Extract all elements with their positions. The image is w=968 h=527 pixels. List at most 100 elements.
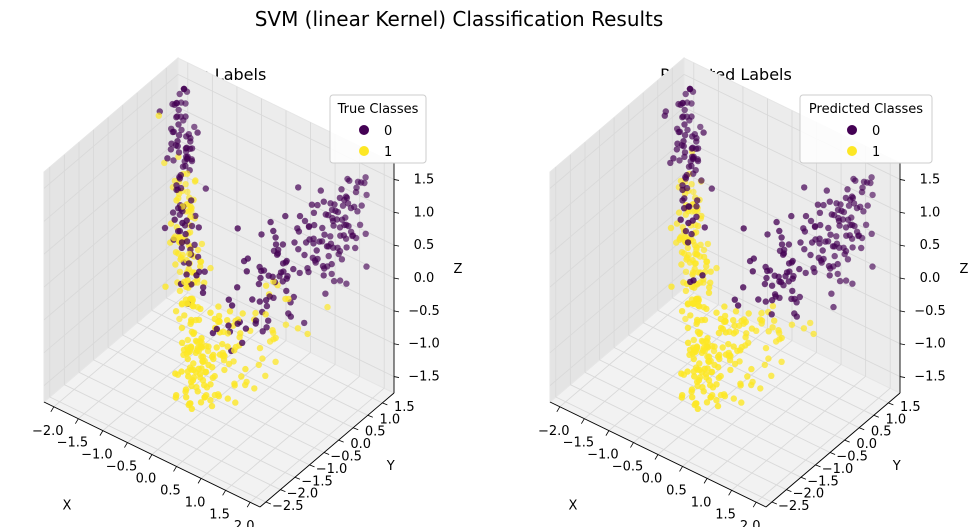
data-point-class-0 <box>228 302 236 309</box>
data-point-class-0 <box>681 106 688 114</box>
x-tick-label: 1.0 <box>185 495 206 510</box>
data-point-class-0 <box>161 224 169 232</box>
legend-box <box>799 94 933 164</box>
z-tick-label: −1.5 <box>408 370 440 385</box>
z-tick-mark <box>393 179 400 181</box>
x-tick-mark <box>605 430 610 436</box>
data-point-class-1 <box>745 310 752 317</box>
data-point-class-0 <box>191 123 198 131</box>
data-point-class-0 <box>841 250 848 258</box>
z-tick-label: −1.0 <box>914 337 946 352</box>
data-point-class-0 <box>825 262 833 270</box>
y-tick-mark <box>800 476 807 480</box>
data-point-class-0 <box>257 274 264 282</box>
grid-line <box>78 371 296 478</box>
data-point-class-0 <box>868 174 875 181</box>
data-point-class-1 <box>696 374 704 381</box>
x-tick-mark <box>197 478 202 484</box>
data-point-class-1 <box>199 358 207 366</box>
data-point-class-0 <box>822 238 829 245</box>
data-point-class-0 <box>688 113 695 120</box>
data-point-class-1 <box>185 346 192 354</box>
grid-line <box>64 384 281 491</box>
data-point-class-0 <box>776 278 783 285</box>
grid-line <box>549 106 685 222</box>
data-point-class-1 <box>668 283 675 290</box>
data-point-class-1 <box>737 382 744 389</box>
data-point-class-1 <box>184 188 191 196</box>
data-point-class-0 <box>849 244 856 251</box>
data-point-class-1 <box>714 402 722 410</box>
data-point-class-1 <box>187 203 194 210</box>
data-point-class-1 <box>740 320 747 327</box>
grid-line <box>166 297 383 404</box>
data-point-class-0 <box>199 289 207 296</box>
data-point-class-0 <box>689 133 696 140</box>
grid-line <box>683 139 901 246</box>
legend-label-1: 1 <box>384 145 392 160</box>
data-point-class-1 <box>239 310 246 317</box>
data-point-class-1 <box>704 335 711 342</box>
x-tick-mark <box>654 454 659 460</box>
data-point-class-0 <box>301 251 308 259</box>
grid-line <box>613 347 831 453</box>
data-point-class-1 <box>269 327 276 334</box>
data-point-class-1 <box>231 382 238 389</box>
data-point-class-0 <box>849 280 856 287</box>
data-point-class-0 <box>173 186 180 194</box>
data-point-class-1 <box>689 271 696 278</box>
data-point-class-0 <box>174 113 181 120</box>
data-point-class-1 <box>778 358 785 365</box>
data-point-class-0 <box>785 241 793 248</box>
data-point-class-1 <box>696 360 703 367</box>
data-point-class-1 <box>694 405 701 412</box>
data-point-class-1 <box>771 317 778 324</box>
data-point-class-0 <box>213 325 220 333</box>
data-point-class-1 <box>701 316 709 324</box>
data-point-class-0 <box>174 138 181 145</box>
y-tick-mark <box>859 427 865 431</box>
data-point-class-1 <box>178 301 186 308</box>
data-point-class-0 <box>755 296 762 303</box>
data-point-class-1 <box>678 370 685 377</box>
data-point-class-0 <box>338 186 345 193</box>
data-point-class-1 <box>722 351 730 358</box>
legend-label-0: 0 <box>872 124 880 139</box>
data-point-class-0 <box>258 231 265 238</box>
data-point-class-1 <box>717 315 724 323</box>
data-point-class-0 <box>817 221 824 229</box>
data-point-class-0 <box>291 239 298 246</box>
data-point-class-1 <box>211 391 219 399</box>
data-point-class-1 <box>703 258 711 265</box>
data-point-class-0 <box>354 208 361 215</box>
data-point-class-0 <box>826 198 833 205</box>
data-point-class-0 <box>842 224 850 231</box>
grid-line <box>682 352 817 467</box>
data-point-class-0 <box>295 184 302 191</box>
grid-line <box>122 334 339 441</box>
data-point-class-0 <box>175 205 182 212</box>
data-point-class-0 <box>283 287 290 295</box>
grid-line <box>549 205 685 321</box>
data-point-class-0 <box>844 256 852 263</box>
data-point-class-1 <box>675 209 683 216</box>
z-tick-mark <box>899 376 906 378</box>
data-point-class-1 <box>696 330 703 337</box>
data-point-class-0 <box>681 121 688 128</box>
data-point-class-1 <box>197 305 204 313</box>
data-point-class-0 <box>301 319 308 327</box>
data-point-class-0 <box>301 217 309 225</box>
data-point-class-0 <box>853 204 861 212</box>
x-tick-label: 0.5 <box>160 483 181 498</box>
grid-line <box>107 347 325 453</box>
z-tick-mark <box>393 310 400 313</box>
x-axis-label: X <box>569 499 578 514</box>
data-point-class-0 <box>800 225 807 232</box>
data-point-class-0 <box>670 155 677 162</box>
data-point-class-1 <box>715 329 723 337</box>
data-point-class-0 <box>272 234 279 241</box>
data-point-class-1 <box>181 312 188 319</box>
data-point-class-1 <box>688 386 696 393</box>
x-tick-label: 1.5 <box>715 507 736 522</box>
data-point-class-0 <box>175 106 182 114</box>
